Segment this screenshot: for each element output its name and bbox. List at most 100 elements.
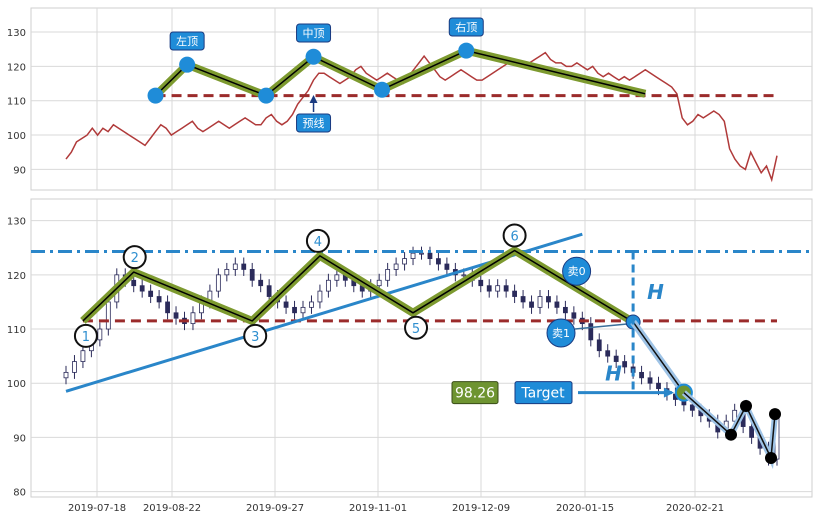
candle-body <box>63 371 69 379</box>
bottom-pattern-line <box>82 249 634 323</box>
pattern-number-circle <box>404 315 429 340</box>
sell1-marker <box>546 318 576 348</box>
neckline-badge-box <box>296 113 332 133</box>
x-date-label: 2019-08-22 <box>143 503 201 514</box>
candle-body <box>588 323 594 341</box>
top-y-tick-label: 120 <box>7 62 26 73</box>
candle-body <box>605 350 611 357</box>
top-pattern-node <box>147 87 164 104</box>
top-y-tick-label: 90 <box>13 165 26 176</box>
sell0-marker <box>562 256 592 286</box>
candle-body <box>258 279 264 287</box>
top-pattern-node <box>374 81 390 98</box>
candle-body <box>72 361 77 373</box>
candle-body <box>393 263 399 270</box>
head-badge-box <box>296 23 332 43</box>
candle-body <box>622 361 628 368</box>
right-shoulder-badge-box <box>448 17 484 37</box>
pattern-number-label: 1 <box>82 330 90 345</box>
right-shoulder-badge: 右顶 <box>455 20 477 34</box>
pattern-number-circle <box>243 323 268 348</box>
pattern-number-circle <box>502 223 527 248</box>
pattern-number-circle <box>122 245 147 270</box>
x-date-label: 2019-11-01 <box>349 503 407 514</box>
candle-body <box>156 296 162 303</box>
candle-body <box>732 409 738 422</box>
wave-node <box>725 428 737 441</box>
left-shoulder-badge: 左顶 <box>176 35 198 48</box>
candle-body <box>309 301 314 308</box>
candle-body <box>554 301 560 308</box>
candle-body <box>562 306 568 314</box>
top-y-tick-label: 100 <box>7 131 26 142</box>
wave-node <box>765 451 777 464</box>
candle-body <box>596 339 602 352</box>
candle-body <box>283 301 289 308</box>
top-pattern-node <box>258 87 275 104</box>
candle-body <box>512 290 518 297</box>
sell1-label: 卖1 <box>552 327 570 340</box>
bottom-y-tick-label: 120 <box>7 271 26 282</box>
target-badge-label: Target <box>520 386 565 402</box>
candle-body <box>410 252 416 260</box>
candle-body <box>241 263 247 270</box>
neckline-badge: 预线 <box>303 116 325 130</box>
target-badge-box <box>514 381 573 405</box>
top-pattern-node <box>458 42 475 59</box>
pattern-number-label: 4 <box>314 235 322 250</box>
pattern-number-label: 2 <box>131 251 139 266</box>
left-shoulder-badge-box <box>169 31 205 51</box>
candle-body <box>486 285 492 292</box>
candle-body <box>402 258 407 265</box>
candle-body <box>165 301 170 314</box>
candle-body <box>537 296 543 308</box>
candle-body <box>232 263 238 270</box>
candle-body <box>80 350 86 362</box>
target-value-box <box>451 381 499 405</box>
candle-body <box>639 371 644 379</box>
bottom-panel: 80 90 100 110 120 130 2019-07-18 2019-08-22 2019… <box>7 198 813 514</box>
top-pattern-node <box>179 56 196 73</box>
sell0-label: 卖0 <box>568 265 586 278</box>
pattern-number-label: 5 <box>412 322 420 337</box>
candle-body <box>97 328 103 341</box>
candle-body <box>419 252 424 255</box>
candle-body <box>529 301 534 308</box>
sell1-arrow <box>574 323 628 330</box>
pattern-number-label: 3 <box>251 330 259 345</box>
candle-body <box>647 377 653 384</box>
candle-body <box>427 252 433 260</box>
top-pattern-node <box>305 48 322 65</box>
candle-body <box>376 279 382 287</box>
bottom-y-tick-label: 130 <box>7 217 26 228</box>
top-y-tick-label: 110 <box>7 97 26 108</box>
x-date-label: 2020-01-15 <box>556 503 614 514</box>
h-label-upper: H <box>647 280 664 304</box>
candle-body <box>613 355 619 362</box>
candle-body <box>105 301 111 330</box>
candle-body <box>385 269 391 281</box>
top-y-tick-label: 130 <box>7 28 26 39</box>
candle-body <box>461 274 467 277</box>
candle-body <box>495 285 501 292</box>
target-arrow-head <box>663 387 674 398</box>
candle-body <box>266 285 272 297</box>
neckline-arrow-head <box>309 95 318 103</box>
wave-node <box>740 399 752 412</box>
candle-body <box>148 290 154 297</box>
candle-body <box>656 382 661 390</box>
candle-body <box>139 285 145 292</box>
pattern-number-circle <box>305 228 330 253</box>
pattern-number-circle <box>73 323 98 348</box>
candle-body <box>325 279 331 292</box>
drop-line <box>632 321 685 394</box>
target-value-label: 98.26 <box>455 386 495 402</box>
candle-body <box>478 279 484 287</box>
candle-body <box>571 312 577 319</box>
candle-body <box>317 290 323 303</box>
candle-body <box>436 258 441 265</box>
candle-body <box>503 285 509 292</box>
x-date-label: 2019-12-09 <box>452 503 510 514</box>
